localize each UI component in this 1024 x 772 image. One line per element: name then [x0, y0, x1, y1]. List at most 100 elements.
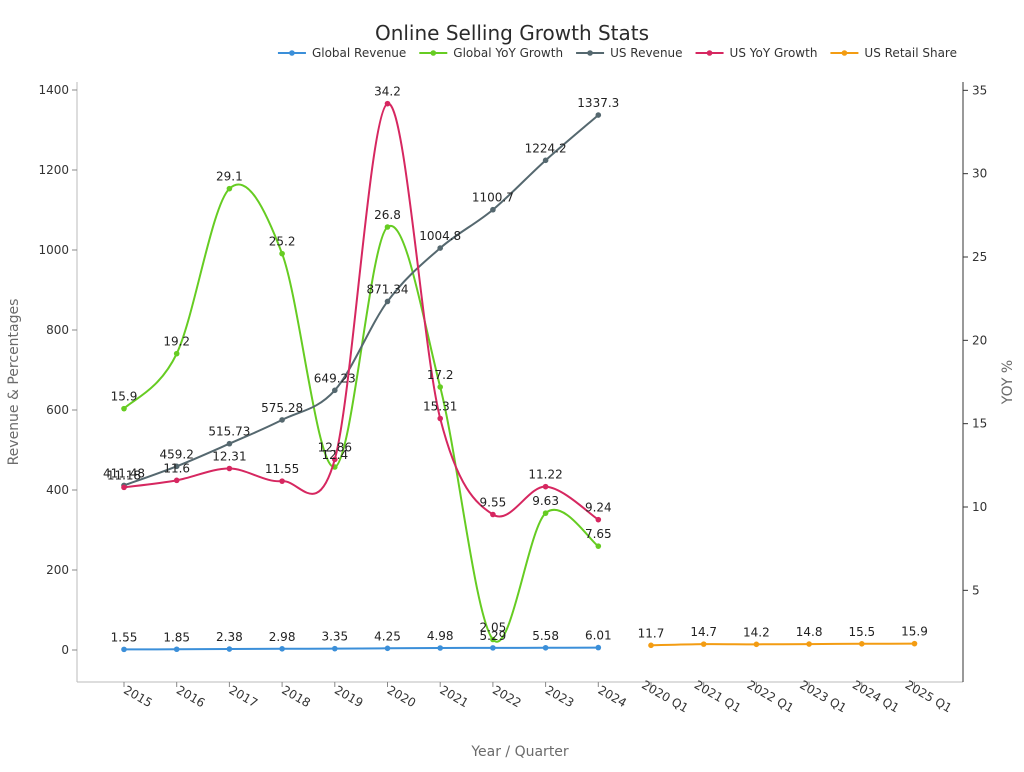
x-tick-label-2024-q1: 2024 Q1 [850, 678, 902, 716]
data-label-global-yoy-growth: 29.1 [216, 170, 243, 184]
point-us-retail-share [700, 641, 707, 647]
data-label-us-yoy-growth: 9.24 [585, 501, 612, 515]
legend: Global Revenue Global YoY Growth US Revenu… [277, 46, 957, 60]
series-global-revenue [121, 644, 602, 653]
data-label-us-revenue: 515.73 [208, 425, 250, 439]
y-tick-label: 200 [46, 563, 69, 577]
point-us-revenue [437, 245, 444, 251]
data-label-global-revenue: 4.98 [427, 629, 454, 643]
series-global-yoy-growth [121, 183, 602, 643]
y-tick-label: 0 [61, 643, 69, 657]
series-us-yoy-growth [121, 100, 602, 523]
x-tick-label-2025-q1: 2025 Q1 [903, 678, 955, 716]
point-us-revenue [279, 417, 285, 423]
data-label-us-revenue: 1337.3 [577, 96, 619, 110]
point-us-yoy-growth [437, 415, 444, 422]
x-tick-label-2024: 2024 [596, 683, 629, 710]
data-label-us-yoy-growth: 12.31 [212, 450, 246, 464]
point-us-revenue [384, 298, 391, 305]
x-tick-label-2018: 2018 [279, 683, 312, 710]
y2-tick-label: 25 [972, 250, 987, 264]
data-label-us-retail-share: 14.8 [796, 625, 823, 639]
data-label-global-yoy-growth: 9.63 [532, 494, 559, 508]
legend-marker-us-yoy-growth [706, 50, 713, 56]
point-global-revenue [121, 646, 127, 653]
data-label-global-yoy-growth: 7.65 [585, 527, 612, 541]
series-line-us-yoy-growth [123, 102, 599, 521]
point-global-yoy-growth [226, 185, 233, 192]
y-tick-label: 400 [46, 483, 69, 497]
data-label-us-yoy-growth: 11.22 [528, 468, 562, 482]
point-global-revenue [490, 645, 496, 651]
point-us-retail-share [859, 641, 865, 647]
data-label-us-revenue: 411.48 [103, 466, 145, 480]
series-us-retail-share [648, 640, 918, 649]
data-label-global-yoy-growth: 17.2 [427, 368, 454, 382]
point-us-revenue [226, 440, 233, 447]
point-us-retail-share [648, 642, 654, 649]
ticks: 0 200 400 600 800 1000 1200 1400 5 10 15 20 25 30 35 20… [38, 83, 987, 715]
legend-item-us-yoy-growth: US YoY Growth [695, 46, 818, 60]
point-us-retail-share [911, 640, 918, 647]
legend-item-global-revenue: Global Revenue [277, 46, 406, 60]
x-tick-label-2019: 2019 [332, 683, 365, 710]
legend-marker-global-yoy-growth [430, 50, 437, 56]
x-tick-label-2015: 2015 [121, 683, 154, 710]
point-global-yoy-growth [121, 405, 127, 412]
data-label-us-revenue: 871.34 [367, 282, 409, 296]
data-label-global-yoy-growth: 19.2 [163, 335, 190, 349]
legend-label-us-retail-share: US Retail Share [864, 46, 957, 60]
point-global-revenue [332, 645, 338, 652]
data-label-us-yoy-growth: 15.31 [423, 400, 457, 414]
y2-axis-title: YOY % [1000, 360, 1016, 405]
y2-tick-label: 30 [972, 167, 987, 181]
legend-label-us-revenue: US Revenue [610, 46, 682, 60]
legend-item-us-retail-share: US Retail Share [830, 46, 957, 60]
data-label-us-revenue: 1004.8 [419, 229, 461, 243]
x-tick-label-2020-q1: 2020 Q1 [639, 678, 691, 716]
x-tick-label-2022-q1: 2022 Q1 [745, 678, 797, 716]
point-us-yoy-growth [384, 100, 391, 107]
series-group [121, 100, 918, 653]
data-label-us-retail-share: 11.7 [638, 626, 665, 640]
data-label-us-yoy-growth: 34.2 [374, 85, 401, 99]
data-label-us-revenue: 575.28 [261, 401, 303, 415]
data-label-us-retail-share: 14.2 [743, 625, 770, 639]
data-label-us-revenue: 459.2 [160, 447, 194, 461]
y2-tick-label: 35 [972, 83, 987, 97]
x-tick-label-2016: 2016 [174, 683, 207, 710]
data-label-us-yoy-growth: 11.55 [265, 462, 299, 476]
x-tick-label-2023: 2023 [543, 683, 576, 710]
data-label-us-revenue: 649.23 [314, 371, 356, 385]
data-label-us-yoy-growth: 9.55 [480, 496, 507, 510]
point-us-yoy-growth [173, 477, 180, 484]
point-us-yoy-growth [542, 483, 549, 490]
point-global-yoy-growth [437, 384, 444, 390]
legend-label-global-revenue: Global Revenue [312, 46, 406, 60]
data-label-global-yoy-growth: 15.9 [111, 390, 138, 404]
point-us-revenue [595, 112, 602, 118]
data-label-global-revenue: 2.98 [269, 630, 296, 644]
data-label-us-retail-share: 14.7 [690, 625, 717, 639]
x-axis-title: Year / Quarter [470, 744, 569, 760]
y2-tick-label: 5 [972, 583, 980, 597]
axes [76, 82, 964, 683]
point-global-revenue [437, 645, 444, 651]
y2-tick-label: 20 [972, 333, 987, 347]
x-tick-label-2021: 2021 [437, 683, 470, 710]
series-line-global-revenue [123, 646, 599, 651]
y-tick-label: 800 [46, 323, 69, 337]
chart-title: Online Selling Growth Stats [375, 21, 649, 45]
data-label-global-revenue: 3.35 [321, 630, 348, 644]
legend-item-us-revenue: US Revenue [576, 46, 683, 60]
series-line-us-retail-share [650, 642, 915, 647]
data-label-global-revenue: 6.01 [585, 629, 612, 643]
point-global-revenue [595, 644, 602, 651]
data-label-global-yoy-growth: 2.05 [480, 621, 507, 635]
legend-label-us-yoy-growth: US YoY Growth [730, 46, 818, 60]
point-us-retail-share [753, 641, 760, 648]
y-axis-title: Revenue & Percentages [6, 299, 22, 466]
legend-marker-us-retail-share [841, 50, 848, 56]
x-tick-label-2023-q1: 2023 Q1 [797, 678, 849, 716]
legend-marker-global-revenue [289, 50, 295, 56]
